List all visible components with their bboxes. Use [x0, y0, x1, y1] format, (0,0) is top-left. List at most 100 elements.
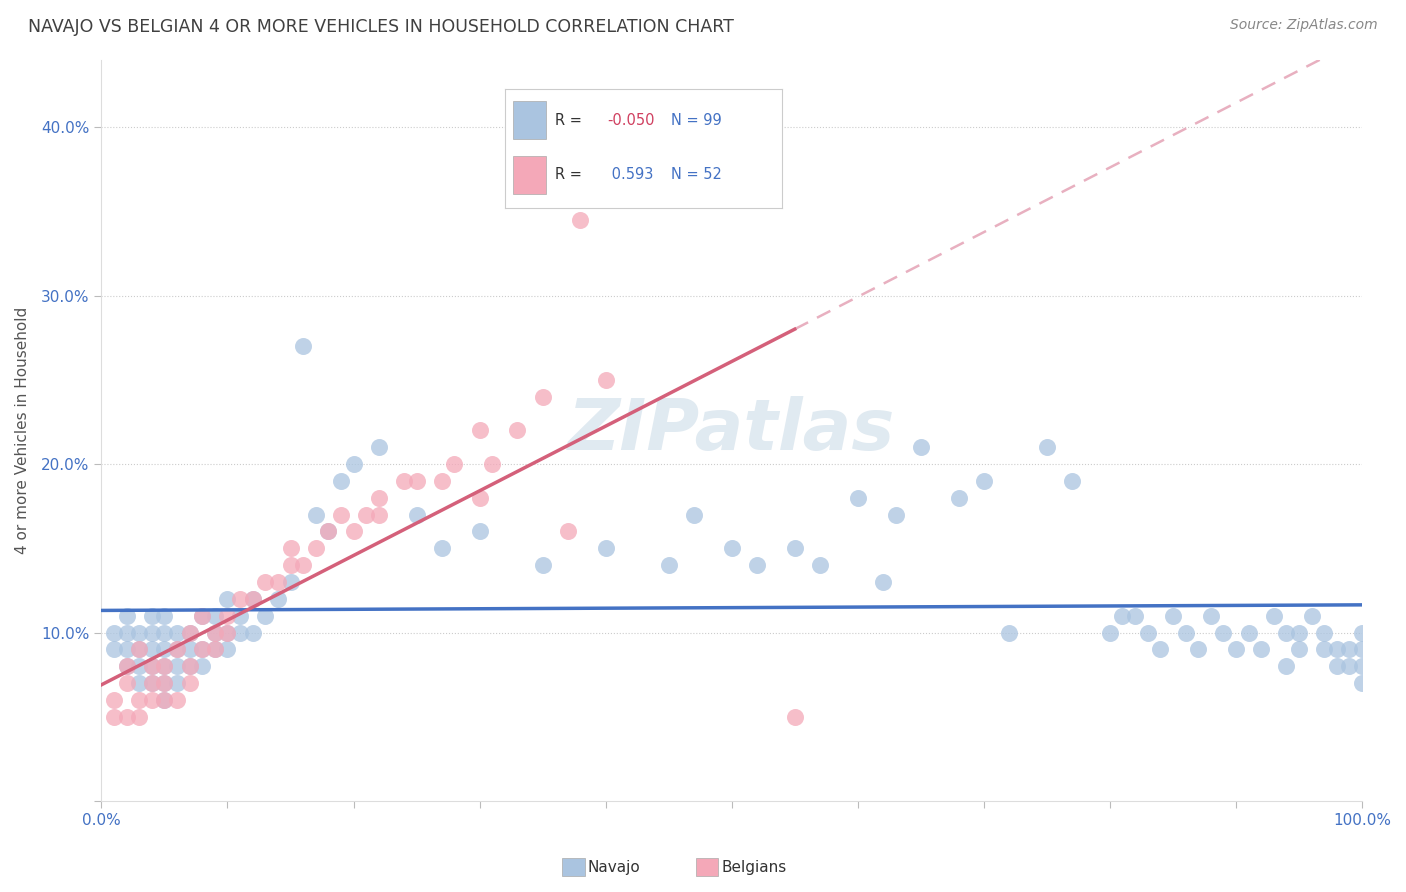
- Point: [153, 608, 176, 623]
- Point: [115, 659, 138, 673]
- Point: [910, 440, 932, 454]
- Point: [115, 625, 138, 640]
- Point: [506, 423, 529, 437]
- Point: [191, 608, 214, 623]
- Point: [846, 491, 869, 505]
- Point: [166, 693, 188, 707]
- Point: [217, 625, 239, 640]
- Point: [166, 625, 188, 640]
- Point: [128, 710, 150, 724]
- Point: [179, 659, 201, 673]
- Point: [468, 491, 491, 505]
- Point: [128, 625, 150, 640]
- Point: [318, 524, 340, 539]
- Point: [229, 608, 252, 623]
- Point: [166, 642, 188, 657]
- Point: [658, 558, 681, 573]
- Point: [128, 642, 150, 657]
- Point: [115, 710, 138, 724]
- Point: [153, 693, 176, 707]
- Point: [179, 642, 201, 657]
- Point: [166, 642, 188, 657]
- Point: [229, 625, 252, 640]
- Point: [1149, 642, 1171, 657]
- Point: [217, 608, 239, 623]
- Point: [1326, 642, 1348, 657]
- Point: [267, 591, 290, 606]
- Text: NAVAJO VS BELGIAN 4 OR MORE VEHICLES IN HOUSEHOLD CORRELATION CHART: NAVAJO VS BELGIAN 4 OR MORE VEHICLES IN …: [28, 18, 734, 36]
- Point: [1326, 659, 1348, 673]
- Point: [254, 608, 277, 623]
- Point: [468, 423, 491, 437]
- Point: [367, 508, 389, 522]
- Point: [103, 642, 125, 657]
- Point: [128, 693, 150, 707]
- Point: [280, 558, 302, 573]
- Point: [531, 558, 554, 573]
- Point: [531, 390, 554, 404]
- Point: [1339, 642, 1361, 657]
- Point: [1174, 625, 1197, 640]
- Point: [1212, 625, 1234, 640]
- Point: [204, 642, 226, 657]
- Point: [1187, 642, 1209, 657]
- Point: [242, 591, 264, 606]
- Point: [354, 508, 377, 522]
- Point: [745, 558, 768, 573]
- Point: [204, 625, 226, 640]
- Point: [872, 575, 894, 590]
- Point: [884, 508, 907, 522]
- Text: Belgians: Belgians: [721, 860, 786, 874]
- Point: [141, 642, 163, 657]
- Y-axis label: 4 or more Vehicles in Household: 4 or more Vehicles in Household: [15, 307, 30, 554]
- Point: [179, 625, 201, 640]
- Point: [1225, 642, 1247, 657]
- Point: [204, 642, 226, 657]
- Point: [481, 457, 503, 471]
- Point: [153, 676, 176, 690]
- Point: [1301, 608, 1323, 623]
- Point: [128, 659, 150, 673]
- Point: [115, 676, 138, 690]
- Point: [595, 541, 617, 556]
- Point: [128, 676, 150, 690]
- Point: [280, 575, 302, 590]
- Point: [115, 608, 138, 623]
- Point: [292, 339, 315, 353]
- Point: [115, 659, 138, 673]
- Point: [367, 440, 389, 454]
- Point: [305, 541, 328, 556]
- Point: [1136, 625, 1159, 640]
- Point: [998, 625, 1021, 640]
- Text: Source: ZipAtlas.com: Source: ZipAtlas.com: [1230, 18, 1378, 32]
- Point: [1123, 608, 1146, 623]
- Point: [392, 474, 415, 488]
- Point: [405, 474, 427, 488]
- Point: [1339, 659, 1361, 673]
- Point: [179, 659, 201, 673]
- Point: [595, 373, 617, 387]
- Point: [153, 693, 176, 707]
- Point: [720, 541, 742, 556]
- Point: [468, 524, 491, 539]
- Point: [948, 491, 970, 505]
- Text: ZIPatlas: ZIPatlas: [568, 396, 896, 465]
- Point: [141, 625, 163, 640]
- Point: [1313, 625, 1336, 640]
- Point: [103, 693, 125, 707]
- Point: [141, 693, 163, 707]
- Point: [204, 608, 226, 623]
- Point: [1313, 642, 1336, 657]
- Point: [1263, 608, 1285, 623]
- Point: [153, 659, 176, 673]
- Point: [153, 642, 176, 657]
- Point: [683, 508, 706, 522]
- Point: [292, 558, 315, 573]
- Point: [141, 676, 163, 690]
- Point: [153, 676, 176, 690]
- Point: [128, 642, 150, 657]
- Point: [141, 608, 163, 623]
- Point: [1288, 625, 1310, 640]
- Text: Navajo: Navajo: [588, 860, 641, 874]
- Point: [1275, 625, 1298, 640]
